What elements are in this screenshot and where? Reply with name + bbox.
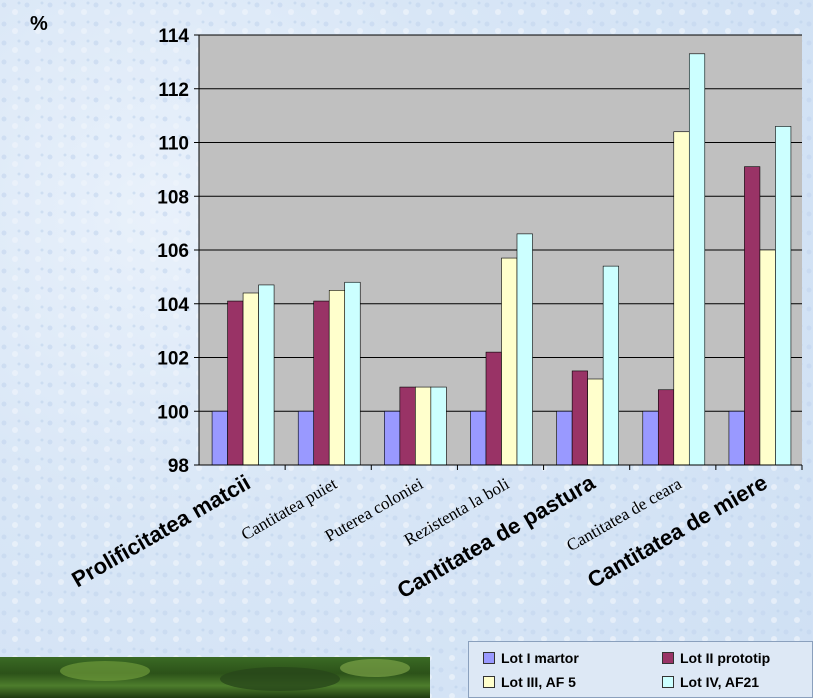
bar <box>759 249 776 466</box>
y-tick-label: 100 <box>157 402 189 423</box>
y-tick-label: 98 <box>168 456 189 477</box>
bar <box>642 410 659 466</box>
chart-legend: Lot I martor Lot II prototip Lot III, AF… <box>468 641 813 698</box>
bar <box>571 370 588 466</box>
bar <box>344 281 361 466</box>
bar <box>485 351 502 466</box>
bar <box>227 300 244 466</box>
bar <box>399 386 416 466</box>
legend-item: Lot II prototip <box>662 650 770 666</box>
y-tick-label: 110 <box>158 134 189 155</box>
y-tick-label: 112 <box>158 80 189 101</box>
legend-item: Lot III, AF 5 <box>483 674 576 690</box>
legend-label: Lot III, AF 5 <box>501 674 576 690</box>
bar <box>328 290 346 466</box>
bar <box>313 300 330 466</box>
bar <box>297 410 315 466</box>
bar <box>602 265 619 466</box>
legend-swatch <box>662 676 674 688</box>
bar <box>673 131 690 466</box>
legend-item: Lot I martor <box>483 650 579 666</box>
bar <box>728 410 745 466</box>
legend-label: Lot I martor <box>501 650 579 666</box>
legend-swatch <box>662 652 674 664</box>
bar <box>384 410 401 466</box>
y-tick-label: 114 <box>158 26 189 47</box>
bar <box>430 386 447 466</box>
y-tick-label: 108 <box>157 187 189 208</box>
y-tick-label: 102 <box>157 349 189 370</box>
y-tick-label: 104 <box>157 295 189 316</box>
legend-label: Lot IV, AF21 <box>680 674 760 690</box>
bar <box>470 410 487 466</box>
y-tick-label: 106 <box>157 241 189 262</box>
bar <box>775 126 792 466</box>
bar <box>556 410 573 466</box>
legend-swatch <box>483 652 495 664</box>
bar <box>657 389 675 466</box>
y-axis-label: % <box>30 13 48 35</box>
legend-label: Lot II prototip <box>680 650 771 666</box>
legend-item: Lot IV, AF21 <box>662 674 759 690</box>
bar <box>415 386 432 466</box>
bar <box>501 257 518 466</box>
bar <box>587 378 604 466</box>
legend-swatch <box>483 676 495 688</box>
bar <box>516 233 533 466</box>
x-category-label: Prolificitatea matcii <box>67 470 254 593</box>
bar <box>242 292 259 466</box>
bees-photo-strip <box>0 657 430 698</box>
bar <box>258 284 275 466</box>
bar <box>211 410 228 466</box>
bar <box>744 166 761 466</box>
bar <box>688 53 706 466</box>
